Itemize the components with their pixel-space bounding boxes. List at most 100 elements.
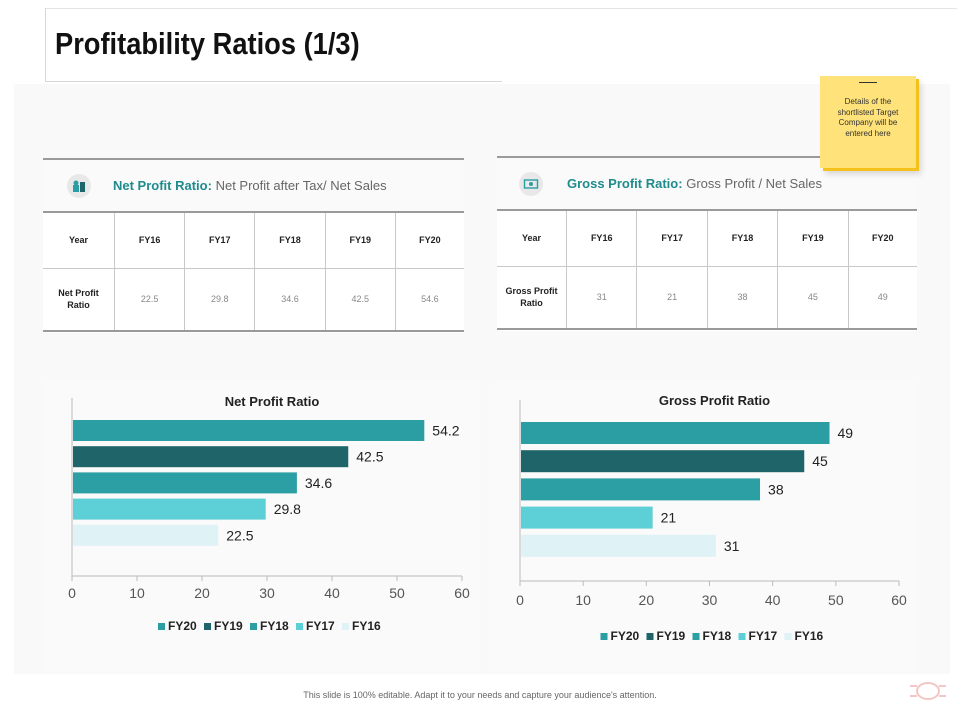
legend-swatch xyxy=(158,623,165,630)
legend-label: FY18 xyxy=(703,629,732,643)
footer-note: This slide is 100% editable. Adapt it to… xyxy=(303,690,657,700)
value-cell: 29.8 xyxy=(184,267,256,332)
value-cell: 22.5 xyxy=(113,267,186,332)
sticky-dash xyxy=(859,82,877,83)
legend-swatch xyxy=(342,623,349,630)
net-profit-table-card: Net Profit Ratio: Net Profit after Tax/ … xyxy=(43,158,464,333)
legend-swatch xyxy=(250,623,257,630)
row-label: Net Profit Ratio xyxy=(43,267,115,332)
row-label: Gross Profit Ratio xyxy=(497,265,567,330)
bar-fy18 xyxy=(73,472,297,494)
legend-label: FY20 xyxy=(168,619,197,633)
banknote-icon xyxy=(519,172,543,196)
year-cell: FY19 xyxy=(324,213,396,269)
data-label: 42.5 xyxy=(356,449,383,465)
x-tick-label: 30 xyxy=(702,592,718,608)
net-profit-table-header: Net Profit Ratio: Net Profit after Tax/ … xyxy=(43,158,464,213)
x-tick-label: 30 xyxy=(259,585,275,601)
net-profit-formula: Net Profit Ratio: Net Profit after Tax/ … xyxy=(113,178,387,193)
bar-fy16 xyxy=(73,524,219,546)
legend-label: FY16 xyxy=(795,629,824,643)
legend-label: FY17 xyxy=(306,619,335,633)
data-label: 21 xyxy=(661,510,677,526)
x-tick-label: 60 xyxy=(454,585,470,601)
legend-label: FY16 xyxy=(352,619,381,633)
data-label: 54.2 xyxy=(432,423,459,439)
value-cell: 21 xyxy=(636,265,708,330)
net-profit-chart: Net Profit Ratio 0 10 20 30 40 50 60 54.2 42.5 34.… xyxy=(42,382,480,672)
x-tick-label: 10 xyxy=(575,592,591,608)
x-tick-label: 20 xyxy=(639,592,655,608)
gross-profit-table-card: Gross Profit Ratio: Gross Profit / Net S… xyxy=(497,156,917,331)
x-tick-label: 50 xyxy=(389,585,405,601)
decorative-logo-icon xyxy=(910,682,946,700)
bar-fy17 xyxy=(73,498,266,520)
legend-swatch xyxy=(600,633,608,640)
value-cell: 49 xyxy=(847,265,917,330)
net-profit-data-table: Year FY16 FY17 FY18 FY19 FY20 Net Profit… xyxy=(43,213,464,332)
bar-fy19 xyxy=(521,450,805,473)
legend-label: FY19 xyxy=(657,629,686,643)
year-cell: FY17 xyxy=(184,213,256,269)
x-tick-label: 50 xyxy=(828,592,844,608)
data-label: 34.6 xyxy=(305,475,332,491)
bar-fy20 xyxy=(73,420,425,441)
chart-title: Net Profit Ratio xyxy=(225,394,320,409)
legend-label: FY17 xyxy=(749,629,778,643)
data-label: 49 xyxy=(838,425,854,441)
year-cell: FY16 xyxy=(113,213,186,269)
x-tick-label: 40 xyxy=(324,585,340,601)
gross-profit-bar-chart: Gross Profit Ratio 0 10 20 30 40 50 60 49 45 38 21 3… xyxy=(516,393,907,643)
page-title: Profitability Ratios (1/3) xyxy=(55,26,360,61)
value-cell: 54.6 xyxy=(394,267,464,332)
data-label: 22.5 xyxy=(226,527,253,543)
value-cell: 45 xyxy=(777,265,849,330)
bar-fy16 xyxy=(521,534,716,557)
x-tick-label: 0 xyxy=(68,585,76,601)
year-cell: FY17 xyxy=(636,211,708,267)
net-profit-formula-key: Net Profit Ratio xyxy=(113,178,208,193)
gross-profit-formula-key: Gross Profit Ratio xyxy=(567,176,679,191)
money-stack-icon xyxy=(67,174,91,198)
sticky-note: Details of the shortlisted Target Compan… xyxy=(820,76,916,168)
year-cell: FY18 xyxy=(706,211,779,267)
year-cell: FY16 xyxy=(565,211,638,267)
x-tick-label: 60 xyxy=(891,592,907,608)
year-cell: FY18 xyxy=(254,213,326,269)
value-cell: 31 xyxy=(565,265,638,330)
legend-label: FY20 xyxy=(611,629,640,643)
gross-profit-chart: Gross Profit Ratio 0 10 20 30 40 50 60 49 45 38 21 3… xyxy=(495,382,917,672)
legend-swatch xyxy=(692,633,700,640)
chart-title: Gross Profit Ratio xyxy=(659,393,770,408)
sticky-note-text: Details of the shortlisted Target Compan… xyxy=(837,97,899,138)
legend-label: FY19 xyxy=(214,619,243,633)
bar-fy17 xyxy=(521,506,653,529)
bar-fy20 xyxy=(521,422,830,444)
value-cell: 38 xyxy=(706,265,779,330)
x-tick-label: 10 xyxy=(129,585,145,601)
legend-label: FY18 xyxy=(260,619,289,633)
x-tick-label: 0 xyxy=(516,592,524,608)
year-header: Year xyxy=(497,211,567,267)
gross-profit-formula-value: Gross Profit / Net Sales xyxy=(686,176,823,191)
bar-fy18 xyxy=(521,478,761,501)
legend-swatch xyxy=(296,623,303,630)
legend-swatch xyxy=(646,633,654,640)
data-label: 31 xyxy=(724,538,740,554)
data-label: 45 xyxy=(812,453,828,469)
legend-swatch xyxy=(738,633,746,640)
gross-profit-data-table: Year FY16 FY17 FY18 FY19 FY20 Gross Prof… xyxy=(497,211,917,330)
title-top-rule xyxy=(45,8,957,9)
x-tick-label: 20 xyxy=(194,585,210,601)
year-header: Year xyxy=(43,213,115,269)
data-label: 29.8 xyxy=(274,501,301,517)
net-profit-formula-value: Net Profit after Tax/ Net Sales xyxy=(215,178,387,193)
title-frame xyxy=(45,8,502,82)
bar-fy19 xyxy=(73,446,349,468)
year-cell: FY19 xyxy=(777,211,849,267)
legend-swatch xyxy=(784,633,792,640)
value-cell: 42.5 xyxy=(324,267,396,332)
year-cell: FY20 xyxy=(847,211,917,267)
x-tick-label: 40 xyxy=(765,592,781,608)
net-profit-bar-chart: Net Profit Ratio 0 10 20 30 40 50 60 54.2 42.5 34.… xyxy=(68,394,470,633)
